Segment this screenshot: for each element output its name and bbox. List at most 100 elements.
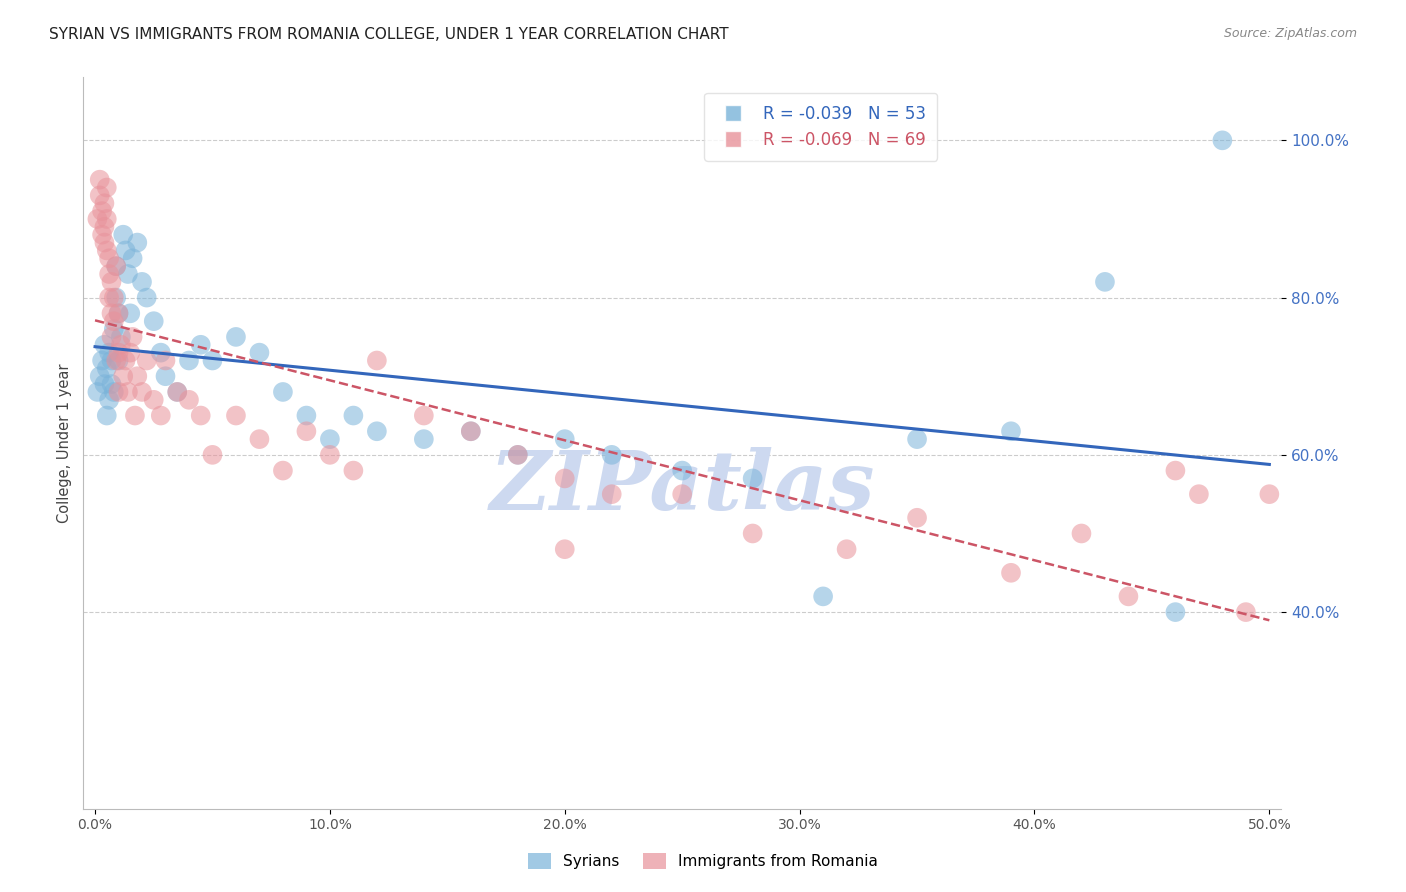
Point	[103, 291, 125, 305]
Point	[107, 353, 129, 368]
Point	[190, 409, 212, 423]
Point	[149, 345, 172, 359]
Point	[271, 384, 294, 399]
Point	[460, 424, 482, 438]
Point	[149, 409, 172, 423]
Point	[249, 345, 271, 359]
Point	[98, 291, 121, 305]
Point	[1118, 590, 1140, 604]
Point	[114, 353, 136, 368]
Point	[1188, 487, 1211, 501]
Point	[142, 392, 165, 407]
Point	[89, 369, 111, 384]
Point	[741, 526, 763, 541]
Point	[114, 244, 136, 258]
Point	[1211, 133, 1233, 147]
Point	[177, 353, 200, 368]
Point	[319, 448, 342, 462]
Point	[105, 259, 128, 273]
Point	[86, 211, 108, 226]
Point	[127, 235, 149, 250]
Point	[107, 306, 129, 320]
Point	[124, 409, 146, 423]
Point	[460, 424, 482, 438]
Point	[131, 384, 153, 399]
Point	[91, 227, 114, 242]
Point	[554, 471, 576, 485]
Point	[295, 424, 318, 438]
Point	[98, 345, 121, 359]
Point	[96, 211, 118, 226]
Point	[201, 448, 224, 462]
Point	[98, 392, 121, 407]
Point	[671, 464, 693, 478]
Legend: Syrians, Immigrants from Romania: Syrians, Immigrants from Romania	[522, 847, 884, 875]
Point	[342, 409, 364, 423]
Point	[100, 330, 122, 344]
Point	[166, 384, 188, 399]
Point	[107, 306, 129, 320]
Point	[98, 267, 121, 281]
Point	[135, 353, 157, 368]
Point	[100, 377, 122, 392]
Point	[107, 345, 129, 359]
Point	[100, 353, 122, 368]
Point	[96, 244, 118, 258]
Point	[105, 353, 128, 368]
Point	[1305, 590, 1327, 604]
Point	[120, 306, 142, 320]
Point	[96, 180, 118, 194]
Point	[96, 409, 118, 423]
Point	[671, 487, 693, 501]
Point	[103, 322, 125, 336]
Point	[554, 542, 576, 557]
Point	[112, 227, 135, 242]
Point	[190, 338, 212, 352]
Text: SYRIAN VS IMMIGRANTS FROM ROMANIA COLLEGE, UNDER 1 YEAR CORRELATION CHART: SYRIAN VS IMMIGRANTS FROM ROMANIA COLLEG…	[49, 27, 728, 42]
Point	[135, 291, 157, 305]
Point	[412, 432, 434, 446]
Point	[1094, 275, 1116, 289]
Point	[366, 424, 388, 438]
Y-axis label: College, Under 1 year: College, Under 1 year	[58, 363, 72, 523]
Point	[110, 330, 132, 344]
Point	[91, 353, 114, 368]
Point	[131, 275, 153, 289]
Point	[93, 338, 115, 352]
Point	[127, 369, 149, 384]
Point	[1258, 487, 1281, 501]
Point	[166, 384, 188, 399]
Point	[412, 409, 434, 423]
Point	[177, 392, 200, 407]
Point	[100, 306, 122, 320]
Point	[600, 448, 623, 462]
Point	[905, 510, 928, 524]
Point	[89, 188, 111, 202]
Point	[271, 464, 294, 478]
Point	[1329, 621, 1351, 635]
Point	[98, 252, 121, 266]
Point	[1375, 644, 1398, 658]
Point	[506, 448, 529, 462]
Point	[1282, 763, 1305, 777]
Point	[93, 196, 115, 211]
Point	[100, 275, 122, 289]
Point	[554, 432, 576, 446]
Text: ZIPatlas: ZIPatlas	[489, 447, 875, 527]
Point	[103, 384, 125, 399]
Point	[225, 409, 247, 423]
Point	[201, 353, 224, 368]
Point	[121, 252, 143, 266]
Point	[103, 314, 125, 328]
Point	[93, 219, 115, 234]
Point	[96, 361, 118, 376]
Point	[93, 377, 115, 392]
Point	[249, 432, 271, 446]
Point	[155, 353, 177, 368]
Point	[225, 330, 247, 344]
Point	[835, 542, 858, 557]
Point	[1164, 464, 1187, 478]
Point	[105, 291, 128, 305]
Point	[1000, 424, 1022, 438]
Point	[112, 369, 135, 384]
